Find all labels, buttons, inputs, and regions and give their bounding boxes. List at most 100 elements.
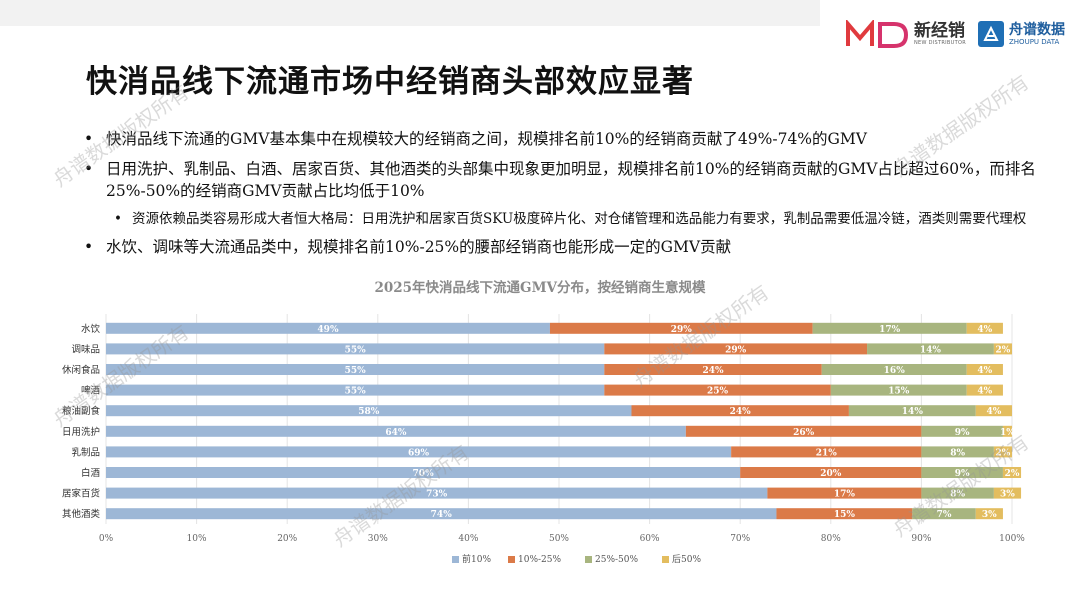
bar-segment — [966, 322, 1003, 334]
data-label: 69% — [408, 448, 430, 458]
data-label: 73% — [426, 490, 448, 500]
bar-segment — [1002, 425, 1012, 437]
bullet-item: • 水饮、调味等大流通品类中，规模排名前10%-25%的腰部经销商也能形成一定的G… — [84, 238, 732, 256]
bar-segment — [921, 467, 1003, 478]
bar-segment — [993, 343, 1012, 355]
data-label: 14% — [902, 407, 924, 417]
data-label: 24% — [730, 407, 752, 417]
legend-label: 25%-50% — [595, 555, 638, 565]
bar-segment — [767, 487, 922, 499]
data-label: 55% — [345, 366, 367, 376]
bar-segment — [604, 364, 822, 375]
bar-segment — [966, 364, 1003, 375]
bar-segment — [549, 322, 813, 334]
data-label: 7% — [937, 510, 952, 520]
brand1-subtitle: NEW DISTRIBUTOR — [914, 40, 966, 46]
x-tick-label: 100% — [999, 534, 1025, 544]
data-label: 26% — [793, 428, 815, 438]
data-label: 20% — [820, 469, 842, 479]
data-label: 14% — [920, 345, 942, 355]
x-tick-label: 60% — [640, 534, 660, 544]
brand2-subtitle: ZHOUPU DATA — [1009, 38, 1060, 46]
category-label: 粮油副食 — [62, 405, 101, 417]
bar-segment — [106, 446, 732, 458]
legend-label: 前10% — [462, 553, 491, 565]
bar-segment — [921, 487, 994, 499]
xinjingxiao-mark-icon — [846, 20, 909, 48]
bar-segment — [776, 508, 913, 520]
data-label: 8% — [950, 490, 965, 500]
bar-segment — [604, 384, 831, 396]
data-label: 29% — [671, 325, 693, 335]
bar-segment — [1002, 467, 1022, 478]
bar-segment — [830, 384, 967, 396]
data-label: 15% — [834, 510, 856, 520]
brand1-name: 新经销 — [914, 21, 965, 41]
xinjingxiao-logo: 新经销 NEW DISTRIBUTOR — [846, 18, 966, 50]
data-label: 64% — [385, 428, 407, 438]
x-tick-label: 80% — [821, 534, 841, 544]
category-label: 日用洗护 — [62, 426, 100, 438]
x-tick-label: 20% — [277, 534, 297, 544]
bar-segment — [921, 425, 1003, 437]
data-label: 4% — [977, 366, 992, 376]
data-label: 3% — [1000, 490, 1015, 500]
x-tick-label: 30% — [368, 534, 388, 544]
data-label: 55% — [345, 387, 367, 397]
x-tick-label: 10% — [187, 534, 207, 544]
category-label: 调味品 — [71, 343, 100, 355]
data-label: 4% — [977, 325, 992, 335]
category-label: 乳制品 — [71, 446, 100, 458]
legend-swatch — [452, 556, 459, 563]
category-label: 居家百货 — [62, 488, 100, 500]
bar-segment — [106, 425, 686, 437]
data-label: 17% — [879, 325, 901, 335]
legend-label: 后50% — [672, 554, 701, 565]
bullet-list: • 快消品线下流通的GMV基本集中在规模较大的经销商之间，规模排名前10%的经销商… — [84, 128, 1044, 266]
bullet-item: • 日用洗护、乳制品、白酒、居家百货、其他酒类的头部集中现象更加明显，规模排名前1… — [84, 160, 1036, 200]
x-tick-label: 50% — [549, 534, 569, 544]
bar-segment — [966, 384, 1003, 396]
zhoupu-mark-icon — [978, 21, 1004, 47]
bar-segment — [106, 384, 605, 396]
bar-segment — [604, 343, 868, 355]
data-label: 21% — [816, 448, 838, 458]
bar-segment — [912, 508, 976, 520]
bar-segment — [106, 487, 768, 499]
bullet-item: • 快消品线下流通的GMV基本集中在规模较大的经销商之间，规模排名前10%的经销商… — [84, 130, 867, 148]
chart-title: 2025年快消品线下流通GMV分布，按经销商生意规模 — [374, 280, 706, 296]
data-label: 2% — [996, 448, 1011, 458]
legend-swatch — [508, 556, 515, 563]
page-title: 快消品线下流通市场中经销商头部效应显著 — [86, 64, 694, 100]
bar-segment — [740, 467, 922, 478]
data-label: 2% — [996, 345, 1011, 355]
bar-segment — [867, 343, 994, 355]
category-label: 白酒 — [81, 467, 101, 479]
bar-segment — [631, 405, 849, 417]
category-label: 其他酒类 — [62, 508, 101, 520]
bar-segment — [993, 446, 1012, 458]
bar-segment — [921, 446, 994, 458]
bar-segment — [685, 425, 922, 437]
data-label: 4% — [986, 407, 1001, 417]
data-label: 2% — [1005, 469, 1020, 479]
sub-bullet-item: • 资源依赖品类容易形成大者恒大格局：日用洗护和居家百货SKU极度碎片化、对仓储管… — [114, 211, 1027, 227]
bar-segment — [812, 322, 967, 334]
category-label: 休闲食品 — [62, 364, 100, 376]
bar-segment — [106, 467, 741, 478]
data-label: 25% — [707, 387, 729, 397]
bar-segment — [106, 508, 777, 520]
brand2-name: 舟谱数据 — [1009, 22, 1065, 38]
data-label: 70% — [413, 469, 435, 479]
bar-segment — [731, 446, 922, 458]
legend-label: 10%-25% — [518, 555, 561, 565]
category-label: 啤酒 — [81, 385, 101, 397]
data-label: 3% — [982, 510, 997, 520]
bar-segment — [848, 405, 976, 417]
bar-segment — [106, 343, 605, 355]
data-label: 24% — [702, 366, 724, 376]
legend-swatch — [585, 556, 592, 563]
data-label: 15% — [888, 387, 910, 397]
legend-swatch — [662, 556, 669, 563]
x-tick-label: 90% — [911, 534, 931, 544]
